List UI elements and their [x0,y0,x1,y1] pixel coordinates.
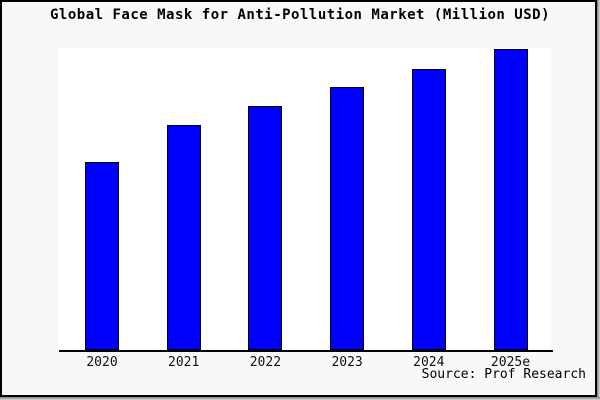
x-axis-line [59,350,553,352]
x-tick-label-2020: 2020 [86,355,118,370]
x-tick-label-2025e: 2025e [490,355,531,370]
window-shadow-bottom [0,397,600,400]
x-tick-label-2024: 2024 [413,355,445,370]
bar-2020 [85,162,119,350]
x-tick-label-2021: 2021 [168,355,200,370]
source-label: Source: Prof Research [421,367,586,382]
bar-2025e [493,49,528,350]
bar-2021 [166,125,201,350]
x-tick-label-2023: 2023 [331,355,363,370]
plot-area [59,48,551,350]
x-tick-label-2022: 2022 [249,355,282,370]
bar-2022 [248,106,283,350]
bar-2024 [411,69,446,350]
bar-2023 [330,87,365,350]
chart-title: Global Face Mask for Anti-Pollution Mark… [49,7,550,23]
window-shadow-right [597,0,600,400]
